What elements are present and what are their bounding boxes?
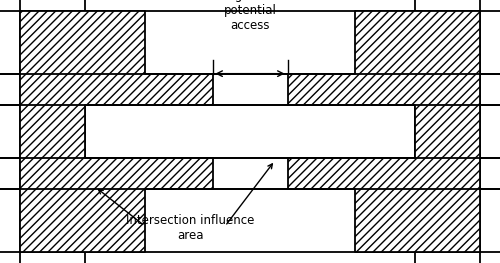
Text: Intersection influence
area: Intersection influence area bbox=[126, 214, 254, 242]
Polygon shape bbox=[288, 11, 480, 252]
Text: Region for
potential
access: Region for potential access bbox=[220, 0, 280, 32]
Polygon shape bbox=[20, 11, 212, 252]
